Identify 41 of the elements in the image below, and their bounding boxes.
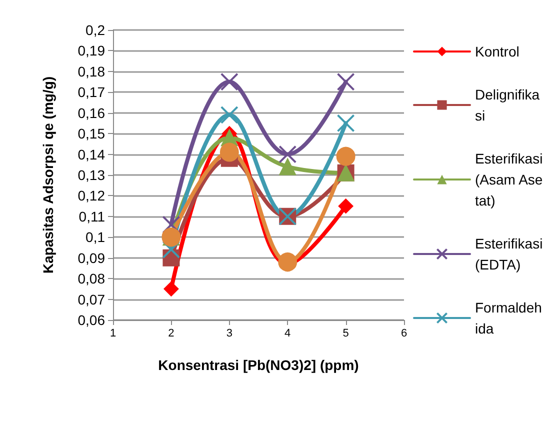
x-axis-title: Konsentrasi [Pb(NO3)2] (ppm): [158, 357, 359, 373]
y-tick-label: 0,1: [86, 229, 106, 246]
legend-label: Formaldehida: [475, 300, 542, 336]
y-tick-label: 0,18: [78, 63, 106, 80]
point: [164, 281, 179, 296]
x-tick-label: 4: [284, 328, 291, 340]
y-tick-label: 0,17: [78, 84, 106, 100]
point: [278, 145, 297, 164]
legend-label: Esterifikasi(Asam Asetat): [475, 150, 543, 208]
point: [338, 198, 354, 214]
point: [336, 114, 355, 132]
x-tick-label: 1: [110, 328, 116, 340]
y-tick-label: 0,15: [78, 126, 106, 142]
y-tick-label: 0,06: [78, 312, 106, 328]
point: [162, 216, 180, 234]
legend-label: Esterifikasi(EDTA): [475, 236, 543, 272]
point: [336, 72, 355, 91]
legend-label: Delignifikasi: [475, 86, 540, 124]
x-tick-label: 5: [342, 328, 349, 340]
point: [220, 72, 238, 91]
x-tick-label: 6: [400, 328, 408, 340]
point: [220, 106, 238, 124]
y-tick-label: 0,16: [78, 104, 106, 121]
y-tick-label: 0,19: [78, 42, 106, 59]
y-tick-label: 0,2: [86, 22, 106, 38]
y-axis-title: Kapasitas Adsorpsi qe (mg/g): [40, 76, 56, 274]
x-tick-label: 3: [226, 328, 232, 340]
x-tick-label: 2: [168, 328, 174, 340]
y-tick-label: 0,07: [78, 291, 106, 308]
point: [162, 240, 180, 259]
point: [220, 142, 239, 162]
y-tick-label: 0,14: [78, 146, 106, 162]
y-tick-label: 0,08: [78, 270, 106, 287]
y-tick-label: 0,13: [78, 167, 106, 183]
point: [278, 252, 298, 272]
legend-label: Kontrol: [475, 44, 520, 60]
point: [279, 158, 296, 176]
y-tick-label: 0,12: [78, 188, 106, 204]
y-tick-label: 0,11: [78, 208, 106, 224]
point: [336, 146, 356, 166]
y-tick-label: 0,09: [78, 250, 106, 266]
